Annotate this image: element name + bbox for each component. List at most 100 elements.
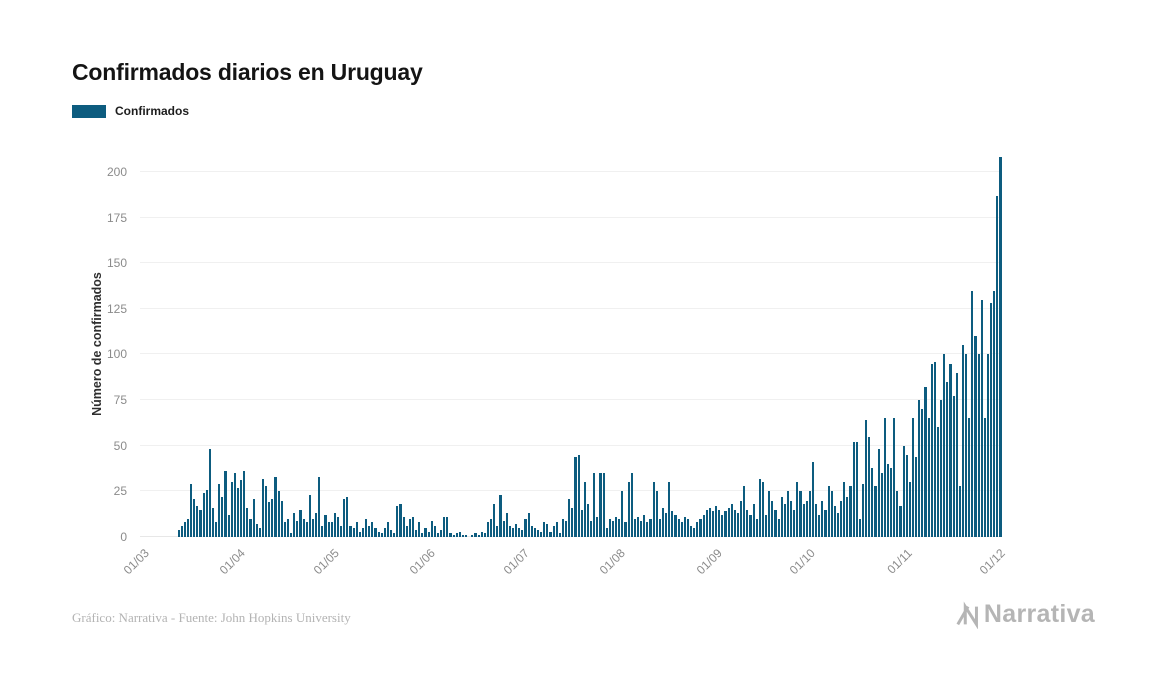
bar[interactable] (665, 513, 668, 537)
bar[interactable] (202, 493, 205, 537)
bar[interactable] (586, 504, 589, 537)
bar[interactable] (765, 515, 768, 537)
bar[interactable] (558, 533, 561, 537)
bar[interactable] (315, 513, 318, 537)
bar[interactable] (386, 522, 389, 537)
bar[interactable] (749, 515, 752, 537)
bar[interactable] (258, 527, 261, 537)
bar[interactable] (715, 505, 718, 537)
bar[interactable] (343, 498, 346, 537)
bar[interactable] (430, 520, 433, 537)
bar[interactable] (674, 515, 677, 537)
bar[interactable] (436, 533, 439, 537)
bar[interactable] (890, 467, 893, 537)
bar[interactable] (718, 509, 721, 537)
bar[interactable] (821, 500, 824, 537)
bar[interactable] (190, 484, 193, 537)
bar[interactable] (811, 462, 814, 537)
bar[interactable] (708, 507, 711, 537)
bar[interactable] (743, 485, 746, 537)
bar[interactable] (221, 496, 224, 537)
bar[interactable] (911, 418, 914, 537)
bar[interactable] (418, 522, 421, 537)
bar[interactable] (599, 473, 602, 537)
bar[interactable] (349, 526, 352, 537)
bar[interactable] (568, 498, 571, 537)
bar[interactable] (961, 345, 964, 537)
bar[interactable] (233, 473, 236, 537)
bar[interactable] (571, 507, 574, 537)
bar[interactable] (780, 496, 783, 537)
bar[interactable] (818, 515, 821, 537)
bar[interactable] (721, 515, 724, 537)
bar[interactable] (955, 372, 958, 537)
bar[interactable] (499, 495, 502, 537)
bar[interactable] (696, 522, 699, 537)
bar[interactable] (680, 522, 683, 537)
bar[interactable] (868, 436, 871, 537)
bar[interactable] (502, 520, 505, 537)
bar[interactable] (374, 527, 377, 537)
bar[interactable] (649, 518, 652, 537)
bar[interactable] (318, 476, 321, 537)
bar[interactable] (999, 157, 1002, 537)
bar[interactable] (577, 454, 580, 537)
bar[interactable] (336, 516, 339, 537)
bar[interactable] (990, 303, 993, 537)
bar[interactable] (424, 527, 427, 537)
bar[interactable] (790, 500, 793, 537)
bar[interactable] (511, 527, 514, 537)
bar[interactable] (980, 299, 983, 537)
bar[interactable] (618, 518, 621, 537)
bar[interactable] (377, 531, 380, 537)
bar[interactable] (699, 518, 702, 537)
bar[interactable] (380, 533, 383, 537)
bar[interactable] (918, 400, 921, 537)
bar[interactable] (477, 535, 480, 537)
legend-item[interactable]: Confirmados (72, 104, 189, 118)
bar[interactable] (521, 529, 524, 537)
bar[interactable] (461, 535, 464, 537)
bar[interactable] (896, 491, 899, 537)
bar[interactable] (227, 515, 230, 537)
bar[interactable] (411, 516, 414, 537)
bar[interactable] (693, 527, 696, 537)
bar[interactable] (555, 522, 558, 537)
bar[interactable] (808, 491, 811, 537)
bar[interactable] (902, 445, 905, 537)
bar[interactable] (727, 507, 730, 537)
bar[interactable] (208, 449, 211, 537)
bar[interactable] (761, 482, 764, 537)
bar[interactable] (393, 533, 396, 537)
bar[interactable] (549, 531, 552, 537)
bar[interactable] (755, 518, 758, 537)
bar[interactable] (799, 491, 802, 537)
bar[interactable] (661, 507, 664, 537)
bar[interactable] (308, 495, 311, 537)
bar[interactable] (958, 485, 961, 537)
bar[interactable] (177, 529, 180, 537)
bar[interactable] (611, 520, 614, 537)
bar[interactable] (443, 516, 446, 537)
bar[interactable] (540, 531, 543, 537)
bar[interactable] (505, 513, 508, 537)
bar[interactable] (965, 354, 968, 537)
bar[interactable] (968, 418, 971, 537)
bar[interactable] (774, 509, 777, 537)
bar[interactable] (946, 381, 949, 537)
bar[interactable] (730, 504, 733, 537)
bar[interactable] (230, 482, 233, 537)
bar[interactable] (274, 476, 277, 537)
bar[interactable] (690, 526, 693, 537)
bar[interactable] (740, 500, 743, 537)
bar[interactable] (986, 354, 989, 537)
bar[interactable] (621, 491, 624, 537)
bar[interactable] (949, 363, 952, 537)
bar[interactable] (458, 531, 461, 537)
bar[interactable] (996, 195, 999, 537)
bar[interactable] (843, 482, 846, 537)
bar[interactable] (193, 498, 196, 537)
bar[interactable] (802, 504, 805, 537)
bar[interactable] (446, 516, 449, 537)
bar[interactable] (408, 518, 411, 537)
